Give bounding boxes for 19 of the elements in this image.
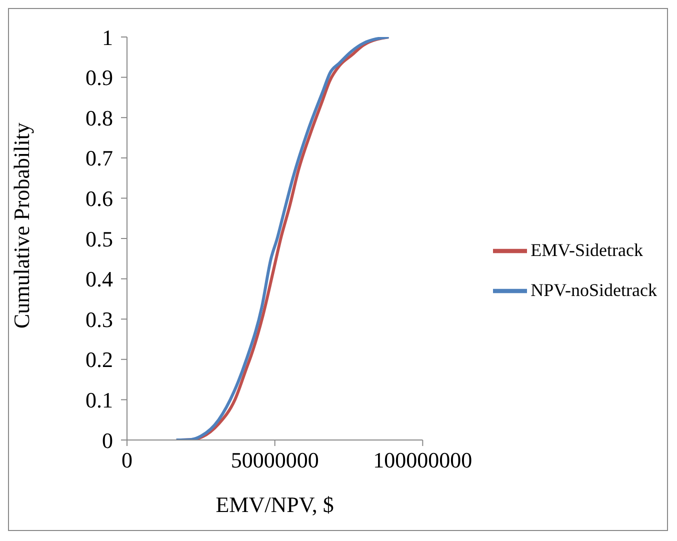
y-tick-label: 0.4 — [86, 266, 113, 292]
x-tick-label: 0 — [122, 448, 132, 473]
y-tick-label: 0.8 — [86, 105, 113, 130]
y-tick-label: 0.2 — [86, 347, 113, 372]
x-tick-label: 100000000 — [373, 448, 472, 473]
line-series — [174, 37, 390, 440]
x-tick-label: 50000000 — [230, 448, 319, 473]
y-tick-label: 0.3 — [86, 306, 113, 332]
y-tick-label: 0.9 — [86, 65, 113, 90]
y-tick-label: 0.5 — [86, 226, 113, 252]
y-tick-label: 0 — [102, 428, 113, 453]
y-tick-label: 1 — [102, 24, 113, 50]
y-tick-label: 0.7 — [86, 146, 113, 171]
legend-label: NPV-noSidetrack — [530, 280, 657, 300]
legend-label: EMV-Sidetrack — [530, 240, 643, 260]
y-axis-title: Cumulative Probability — [8, 122, 34, 328]
y-tick-label: 0.6 — [86, 186, 113, 212]
x-axis-title: EMV/NPV, $ — [216, 492, 334, 517]
y-tick-label: 0.1 — [86, 388, 113, 413]
